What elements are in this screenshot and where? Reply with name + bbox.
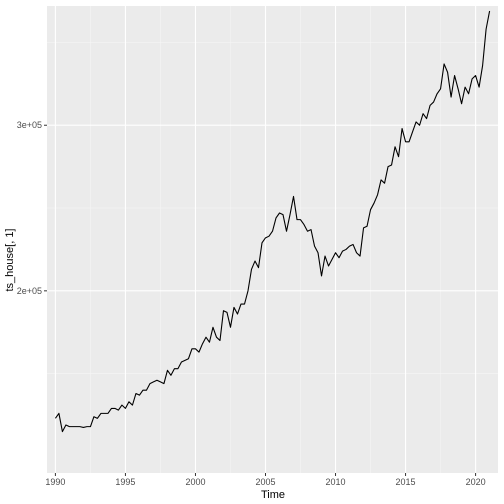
minor-gridlines [47, 6, 498, 473]
x-tick-label: 2005 [255, 477, 275, 487]
x-tick-label: 2020 [466, 477, 486, 487]
x-axis-title: Time [261, 489, 285, 501]
y-axis-ticks: 2e+05 3e+05 [17, 120, 47, 296]
x-tick-label: 1995 [115, 477, 135, 487]
series-line [54, 10, 491, 433]
x-tick-label: 1990 [45, 477, 65, 487]
y-axis-title: ts_house[, 1] [4, 229, 16, 292]
x-tick-label: 2000 [185, 477, 205, 487]
y-tick-label: 3e+05 [17, 120, 42, 130]
x-axis-ticks: 1990 1995 2000 2005 2010 2015 2020 [45, 473, 486, 487]
plot-panel [47, 6, 498, 473]
x-tick-label: 2015 [396, 477, 416, 487]
x-tick-label: 2010 [326, 477, 346, 487]
y-tick-label: 2e+05 [17, 286, 42, 296]
major-gridlines [47, 6, 498, 473]
